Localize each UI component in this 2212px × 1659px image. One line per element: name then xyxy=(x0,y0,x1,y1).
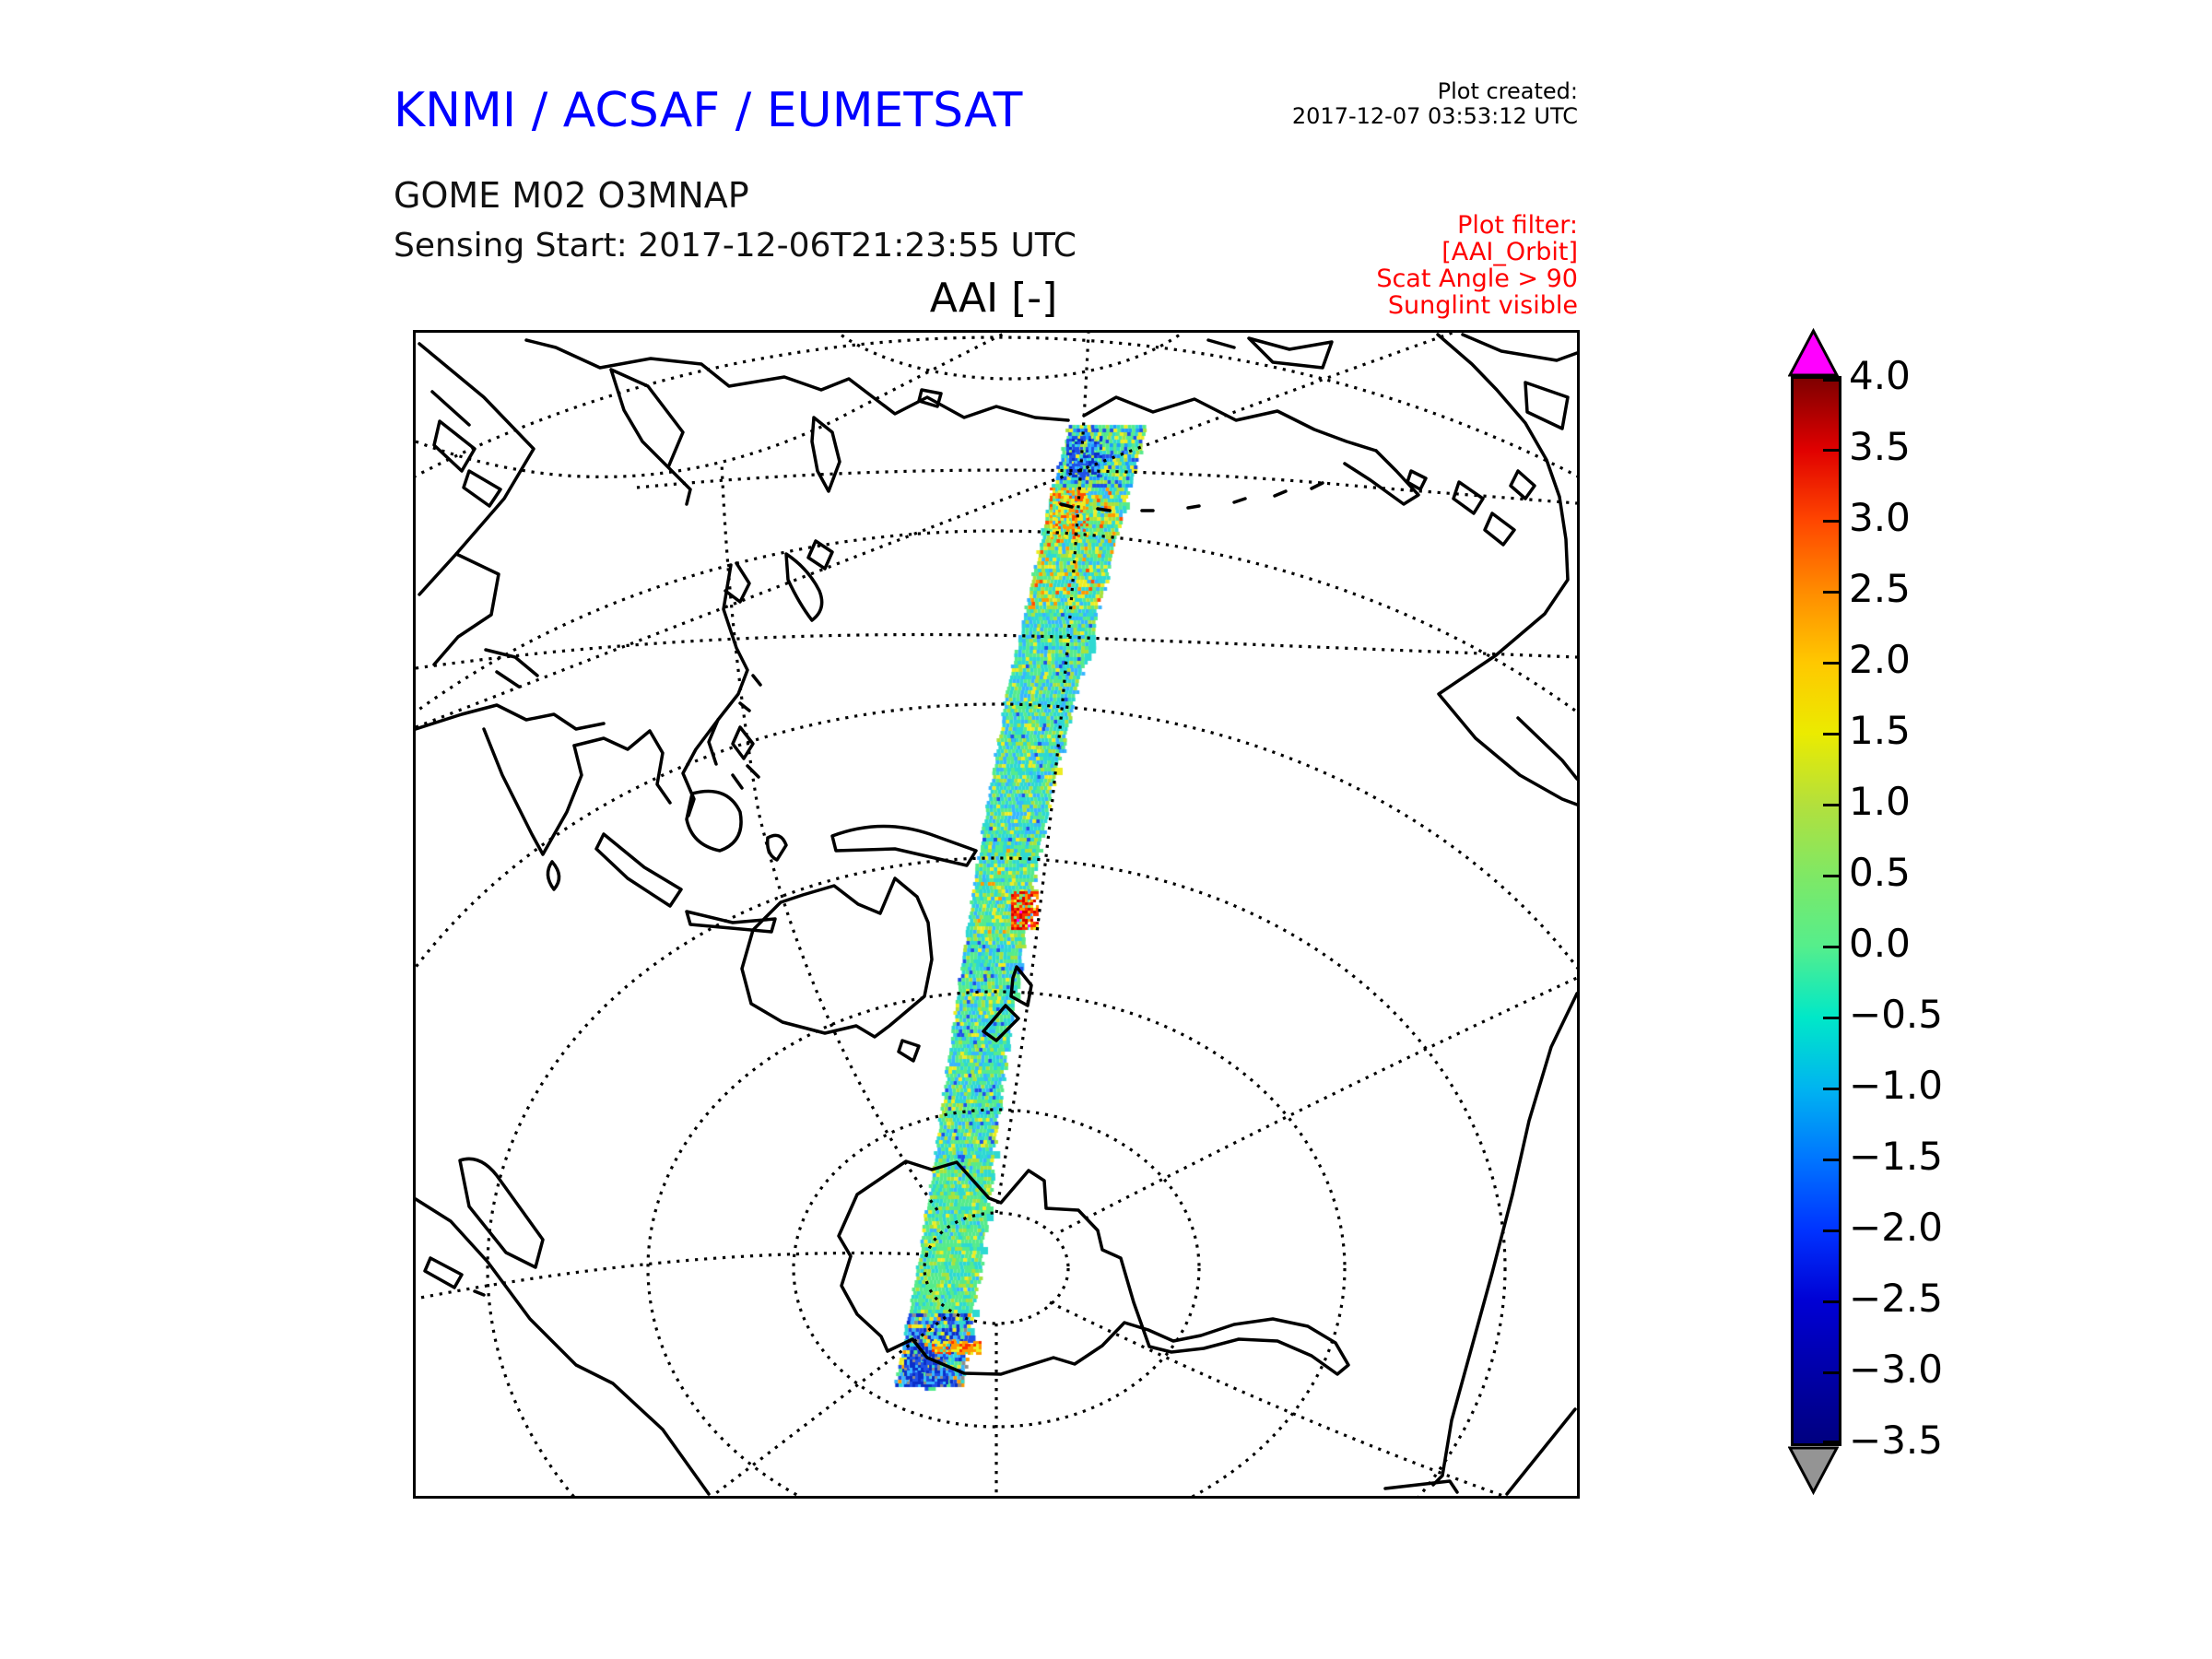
colorbar-tick-mark xyxy=(1823,520,1839,523)
colorbar-labels: 4.0 3.5 3.0 2.5 2.0 1.5 1.0 0.5 0.0 −0.5 −1.0 −1.5−… xyxy=(1849,376,2116,1441)
coastlines xyxy=(416,335,1577,1494)
colorbar-tick-label: 1.0 xyxy=(1849,782,1911,821)
map-frame xyxy=(413,330,1580,1499)
colorbar-tick-mark xyxy=(1823,946,1839,948)
map-overlay xyxy=(416,333,1577,1496)
colorbar-tick-mark xyxy=(1823,804,1839,806)
colorbar-tick-label: 0.0 xyxy=(1849,924,1911,963)
graticule xyxy=(416,333,1577,1496)
colorbar-tick-mark xyxy=(1823,733,1839,735)
colorbar-tick-mark xyxy=(1823,1159,1839,1161)
colorbar-gradient xyxy=(1791,376,1841,1446)
plot-filter-line: Plot filter: xyxy=(1376,212,1578,239)
colorbar-tick-mark xyxy=(1823,591,1839,594)
colorbar-tick-label: 2.0 xyxy=(1849,641,1911,679)
colorbar-tick-mark xyxy=(1823,1088,1839,1090)
colorbar-tick-label: −3.0 xyxy=(1849,1350,1943,1389)
aai-orbit-plot-figure: KNMI / ACSAF / EUMETSAT Plot created: 20… xyxy=(0,0,2212,1659)
colorbar-tick-label: −3.5 xyxy=(1849,1421,1943,1460)
colorbar-tick-label: 4.0 xyxy=(1849,357,1911,395)
organization-title: KNMI / ACSAF / EUMETSAT xyxy=(394,83,1022,138)
colorbar-tick-mark xyxy=(1823,449,1839,452)
colorbar-tick-label: 0.5 xyxy=(1849,853,1911,892)
sensing-start-label: Sensing Start: 2017-12-06T21:23:55 UTC xyxy=(394,227,1077,265)
colorbar-tick-mark xyxy=(1823,1230,1839,1232)
colorbar-tick-label: −1.5 xyxy=(1849,1137,1943,1176)
colorbar-tick-mark xyxy=(1823,1017,1839,1019)
colorbar-tick-mark xyxy=(1823,1371,1839,1374)
colorbar-tick-mark xyxy=(1823,875,1839,877)
colorbar-tick-label: 2.5 xyxy=(1849,570,1911,608)
colorbar-tick-label: −2.5 xyxy=(1849,1279,1943,1318)
colorbar-tick-mark xyxy=(1823,662,1839,665)
colorbar: 4.0 3.5 3.0 2.5 2.0 1.5 1.0 0.5 0.0 −0.5 −1.0 −1.5 −… xyxy=(1791,330,2123,1493)
colorbar-tick-mark xyxy=(1823,1300,1839,1303)
map-title: AAI [-] xyxy=(413,275,1574,322)
colorbar-under-arrow xyxy=(1788,1446,1839,1495)
colorbar-tick-mark xyxy=(1823,1441,1839,1443)
plot-filter-line: [AAI_Orbit] xyxy=(1376,239,1578,265)
colorbar-tick-label: −1.0 xyxy=(1849,1066,1943,1105)
plot-created-time: 2017-12-07 03:53:12 UTC xyxy=(1292,104,1578,129)
colorbar-tick-label: −0.5 xyxy=(1849,995,1943,1034)
colorbar-tick-label: 3.0 xyxy=(1849,499,1911,537)
colorbar-tick-label: 3.5 xyxy=(1849,428,1911,466)
plot-created-label: Plot created: xyxy=(1292,79,1578,104)
plot-created-block: Plot created: 2017-12-07 03:53:12 UTC xyxy=(1292,79,1578,129)
product-title: GOME M02 O3MNAP xyxy=(394,175,749,216)
colorbar-over-arrow xyxy=(1788,328,1839,377)
colorbar-tick-mark xyxy=(1823,379,1839,382)
colorbar-tick-label: −2.0 xyxy=(1849,1208,1943,1247)
colorbar-tick-label: 1.5 xyxy=(1849,712,1911,750)
